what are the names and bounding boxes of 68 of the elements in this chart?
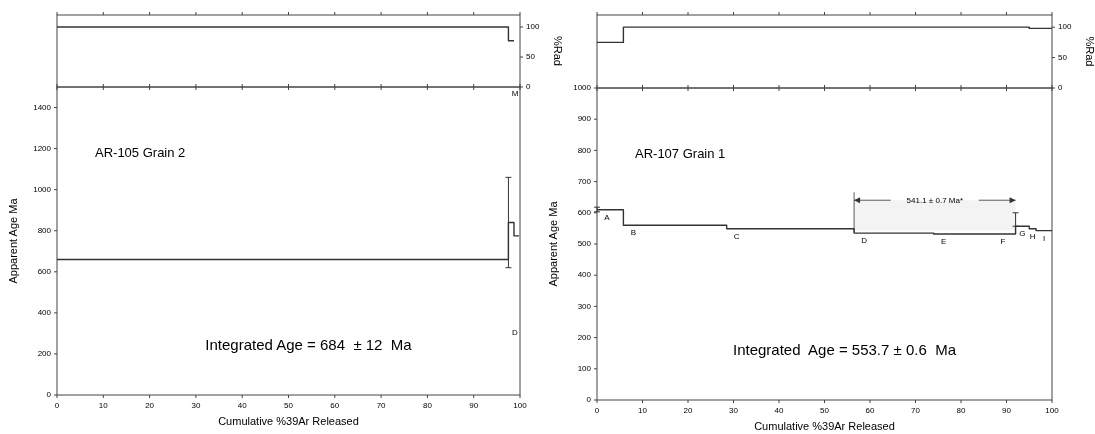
data-label: G bbox=[1019, 229, 1026, 239]
text: AR-107 Grain 1 bbox=[635, 146, 726, 161]
data-label: I bbox=[1042, 233, 1046, 243]
y-tick-label: 0 bbox=[526, 82, 531, 92]
y-axis-title: %Rad bbox=[1084, 36, 1095, 67]
y-tick-label: 1000 bbox=[573, 83, 592, 93]
y-tick-label: 0 bbox=[1058, 83, 1063, 93]
x-axis-title: Cumulative %39Ar Released bbox=[218, 415, 359, 427]
y-tick-label: 1200 bbox=[33, 143, 52, 153]
y-tick-label: 400 bbox=[577, 270, 592, 280]
text: AR-105 Grain 2 bbox=[95, 145, 186, 160]
y-tick-label: 800 bbox=[577, 145, 592, 155]
y-tick-label: 0 bbox=[46, 390, 52, 400]
y-tick-label: 600 bbox=[577, 207, 592, 217]
x-tick-label: 20 bbox=[145, 401, 155, 410]
data-label: A bbox=[604, 212, 611, 222]
y-tick-label: 500 bbox=[577, 239, 592, 249]
x-tick-label: 90 bbox=[469, 401, 479, 410]
y-tick-label: 400 bbox=[37, 307, 52, 317]
y-tick-label: 300 bbox=[577, 301, 592, 311]
x-tick-label: 40 bbox=[774, 406, 784, 415]
annotation: D bbox=[512, 328, 519, 337]
annotation: M bbox=[511, 89, 519, 98]
band-label: 541.1 ± 0.7 Ma* bbox=[906, 196, 964, 206]
x-tick-label: 60 bbox=[330, 401, 340, 410]
y-tick-label: 100 bbox=[577, 363, 592, 373]
data-label: C bbox=[733, 231, 740, 241]
y-tick-label: 1000 bbox=[33, 184, 52, 194]
annotation: Integrated Age = 684 ± 12 Ma bbox=[205, 336, 413, 353]
x-tick-label: 50 bbox=[820, 406, 830, 415]
annotation: Integrated Age = 553.7 ± 0.6 Ma bbox=[733, 341, 957, 358]
y-tick-label: 200 bbox=[577, 332, 592, 342]
x-tick-label: 0 bbox=[54, 401, 60, 410]
x-tick-label: 40 bbox=[237, 401, 248, 410]
y-tick-label: 100 bbox=[526, 22, 540, 32]
x-tick-label: 60 bbox=[865, 406, 875, 415]
y-axis-title: %Rad bbox=[552, 36, 564, 66]
x-tick-label: 20 bbox=[683, 406, 693, 415]
x-tick-label: 80 bbox=[956, 406, 966, 415]
y-tick-label: 700 bbox=[577, 176, 592, 186]
data-label: E bbox=[941, 237, 947, 247]
x-tick-label: 80 bbox=[422, 401, 433, 410]
x-tick-label: 100 bbox=[513, 401, 528, 410]
x-tick-label: 70 bbox=[911, 406, 921, 415]
x-tick-label: 70 bbox=[376, 401, 387, 410]
x-tick-label: 10 bbox=[98, 401, 109, 410]
y-tick-label: 600 bbox=[37, 266, 52, 276]
y-tick-label: 50 bbox=[526, 52, 536, 62]
y-axis-title: Apparent Age Ma bbox=[7, 197, 19, 284]
y-tick-label: 900 bbox=[577, 114, 592, 124]
data-label: F bbox=[1000, 237, 1006, 247]
x-tick-label: 10 bbox=[638, 406, 648, 415]
y-tick-label: 1400 bbox=[33, 102, 52, 112]
x-tick-label: 100 bbox=[1045, 406, 1060, 415]
data-label: B bbox=[630, 228, 637, 238]
x-tick-label: 50 bbox=[284, 401, 294, 410]
x-tick-label: 0 bbox=[594, 406, 600, 415]
y-tick-label: 200 bbox=[37, 349, 52, 359]
x-tick-label: 30 bbox=[729, 406, 739, 415]
y-tick-label: 800 bbox=[37, 225, 52, 235]
x-tick-label: 90 bbox=[1002, 406, 1012, 415]
y-tick-label: 100 bbox=[1058, 22, 1072, 32]
x-axis-title: Cumulative %39Ar Released bbox=[754, 420, 895, 432]
y-axis-title: Apparent Age Ma bbox=[547, 200, 559, 287]
x-tick-label: 30 bbox=[191, 401, 201, 410]
y-tick-label: 50 bbox=[1058, 52, 1068, 62]
data-label: D bbox=[861, 236, 868, 246]
data-label: H bbox=[1029, 231, 1036, 241]
